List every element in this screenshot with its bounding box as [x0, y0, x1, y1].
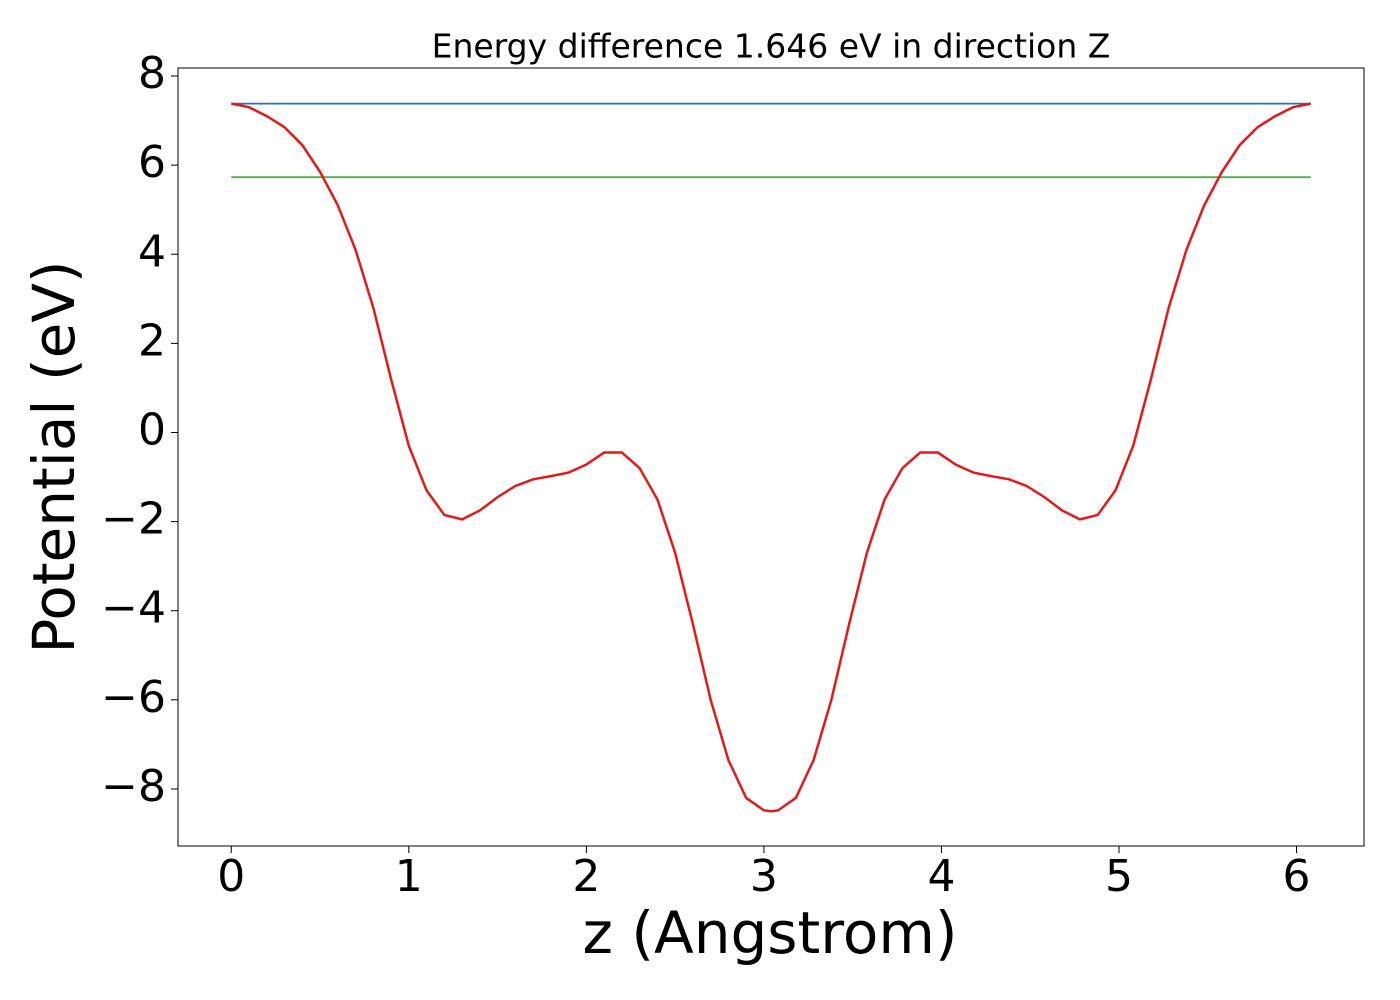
plot-frame [177, 67, 1365, 847]
x-tick-label: 6 [1283, 851, 1311, 902]
y-tick-label: 6 [138, 137, 166, 188]
chart-title: Energy difference 1.646 eV in direction … [432, 27, 1111, 66]
data-line [231, 102, 1311, 813]
y-tick-label: 4 [138, 226, 166, 277]
x-tick-label: 1 [395, 851, 423, 902]
x-tick-label: 4 [927, 851, 955, 902]
x-tick-label: 0 [217, 851, 245, 902]
y-tick-label: −4 [101, 583, 166, 634]
y-tick-label: −6 [101, 672, 166, 723]
x-axis-label: z (Angstrom) [583, 899, 958, 967]
y-axis-label: Potential (eV) [20, 260, 88, 653]
x-tick-label: 2 [572, 851, 600, 902]
y-tick-label: 8 [138, 48, 166, 99]
y-tick-label: 2 [138, 315, 166, 366]
y-tick-label: −2 [101, 494, 166, 545]
x-tick-label: 3 [750, 851, 778, 902]
y-tick-label: −8 [101, 761, 166, 812]
x-tick-label: 5 [1105, 851, 1133, 902]
y-tick-label: 0 [138, 404, 166, 455]
